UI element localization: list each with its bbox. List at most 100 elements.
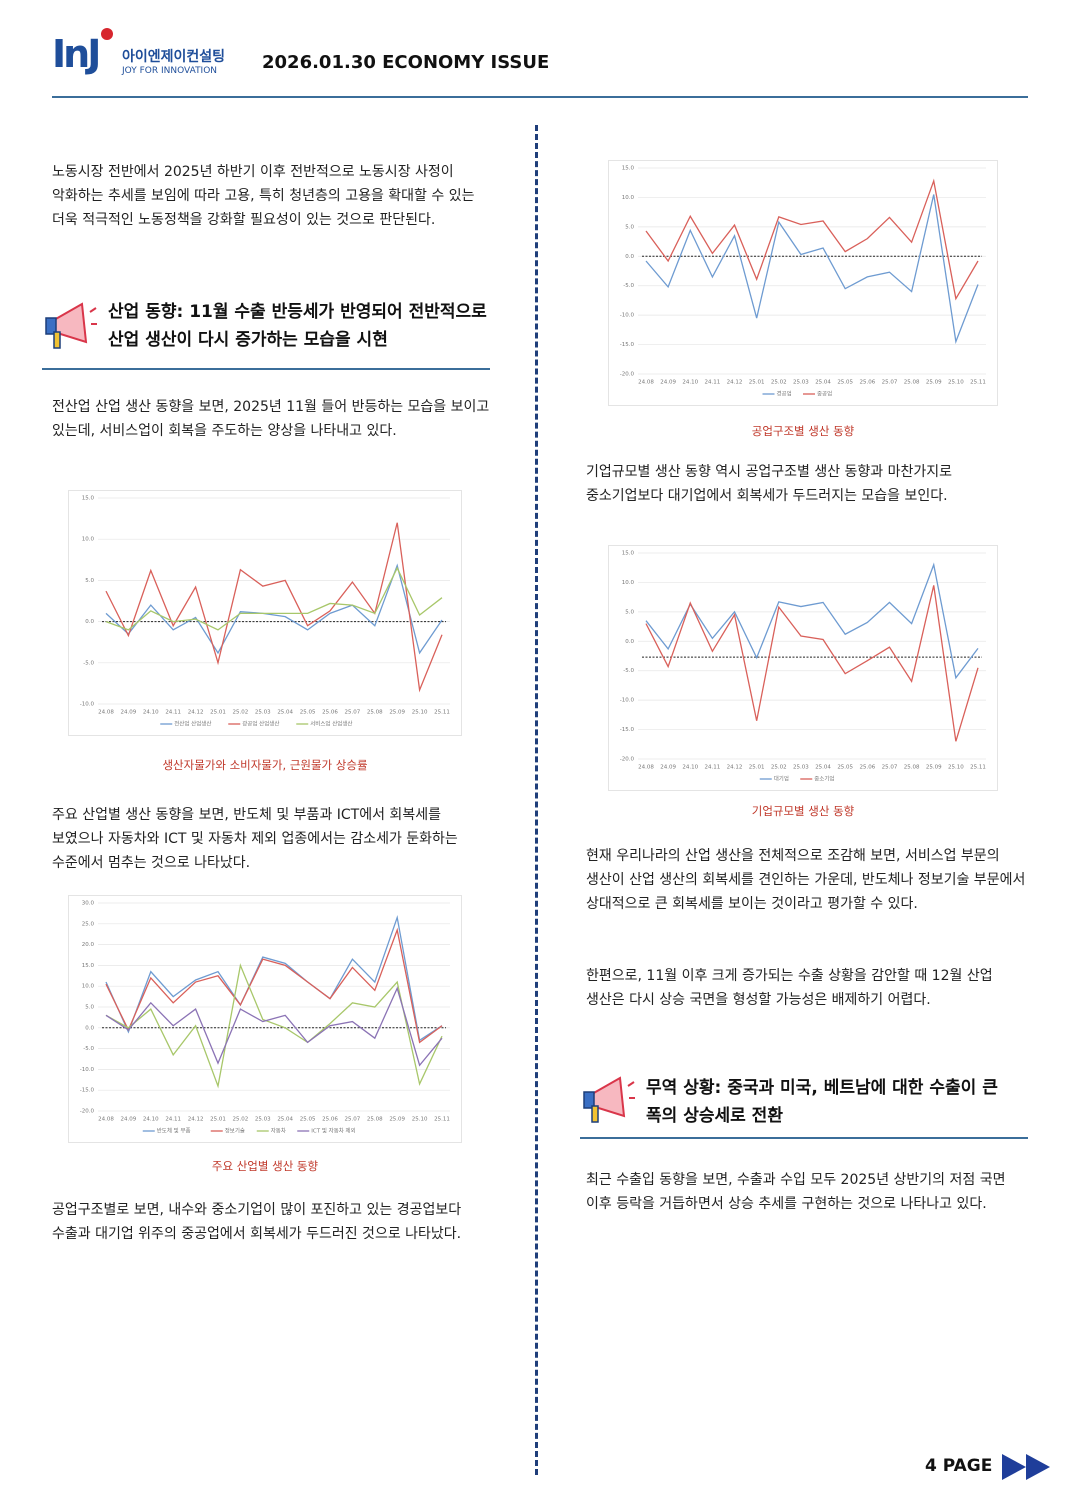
y-tick-label: -15.0 [620,727,635,733]
x-tick-label: 25.11 [434,710,450,716]
paragraph: 주요 산업별 생산 동향을 보면, 반도체 및 부품과 ICT에서 회복세를 보… [52,807,458,871]
y-tick-label: 10.0 [622,195,635,201]
x-tick-label: 25.01 [749,765,765,771]
y-tick-label: 5.0 [625,224,634,230]
header-rule [52,96,1028,98]
paragraph: 전산업 산업 생산 동향을 보면, 2025년 11월 들어 반등하는 모습을 … [52,399,490,439]
series-line [645,562,979,680]
x-tick-label: 24.08 [98,710,114,716]
x-tick-label: 25.10 [948,765,964,771]
series-line [645,178,979,301]
chart-caption: 생산자물가와 소비자물가, 근원물가 상승률 [162,758,368,772]
paragraph: 한편으로, 11월 이후 크게 증가되는 수출 상황을 감안할 때 12월 산업… [586,968,993,1008]
legend-label: 서비스업 산업생산 [310,720,352,728]
legend-label: 경공업 [777,390,792,398]
y-tick-label: 0.0 [85,619,94,625]
x-tick-label: 24.09 [121,710,137,716]
x-tick-label: 24.11 [165,1117,181,1123]
x-tick-label: 25.08 [367,710,383,716]
logo-dot [101,28,113,40]
x-tick-label: 25.04 [815,380,831,386]
y-tick-label: 15.0 [622,551,635,557]
y-tick-label: 10.0 [82,537,95,543]
x-tick-label: 25.04 [277,1117,293,1123]
megaphone-icon [45,302,97,349]
series-line [645,585,979,742]
line-chart: -20.0 -15.0 -10.0 -5.0 0.0 5.0 10.0 15.0 20.0 25.… [68,895,462,1143]
x-tick-label: 24.08 [638,380,654,386]
x-tick-label: 25.10 [412,710,428,716]
chart-caption: 주요 산업별 생산 동향 [211,1159,319,1173]
x-tick-label: 25.06 [322,1117,338,1123]
x-tick-label: 25.11 [434,1117,450,1123]
x-tick-label: 24.10 [143,710,159,716]
x-tick-label: 25.04 [815,765,831,771]
y-tick-label: 10.0 [82,984,95,990]
series-line [105,927,443,1044]
x-tick-label: 24.12 [727,380,743,386]
paragraph: 현재 우리나라의 산업 생산을 전체적으로 조감해 보면, 서비스업 부문의 생… [586,848,1026,912]
y-tick-label: 15.0 [82,963,95,969]
legend-label: ICT 및 자동차 제외 [311,1127,355,1135]
y-tick-label: 30.0 [82,901,95,907]
x-tick-label: 24.12 [188,710,204,716]
x-tick-label: 25.02 [233,710,249,716]
x-tick-label: 25.08 [367,1117,383,1123]
x-tick-label: 25.09 [926,380,942,386]
x-tick-label: 24.11 [705,380,721,386]
series-line [105,566,443,631]
x-tick-label: 25.09 [926,765,942,771]
y-tick-label: -15.0 [620,342,635,348]
x-tick-label: 25.04 [277,710,293,716]
logo: InJ [52,32,101,76]
line-chart: -20.0 -15.0 -10.0 -5.0 0.0 5.0 10.0 15.0 24.08 24… [608,545,998,791]
x-tick-label: 25.02 [771,380,787,386]
x-tick-label: 24.08 [638,765,654,771]
x-tick-label: 24.10 [682,765,698,771]
chart-caption: 기업규모별 생산 동향 [751,804,855,818]
series-line [105,522,443,693]
y-tick-label: 10.0 [622,580,635,586]
x-tick-label: 25.03 [255,710,271,716]
x-tick-label: 25.03 [793,380,809,386]
legend-label: 반도체 및 부품 [157,1127,191,1135]
series-line [105,563,443,655]
x-tick-label: 25.07 [882,380,898,386]
paragraph: 기업규모별 생산 동향 역시 공업구조별 생산 동향과 마찬가지로 중소기업보다… [586,464,953,504]
chart-frame [608,545,998,791]
x-tick-label: 25.06 [322,710,338,716]
x-tick-label: 25.02 [233,1117,249,1123]
paragraph: 노동시장 전반에서 2025년 하반기 이후 전반적으로 노동시장 사정이 악화… [52,164,475,228]
x-tick-label: 25.03 [793,765,809,771]
x-tick-label: 25.06 [859,380,875,386]
y-tick-label: -5.0 [623,283,634,289]
series-line [105,915,443,1042]
legend-label: 전산업 산업생산 [174,720,211,728]
y-tick-label: -5.0 [623,668,634,674]
column-divider [535,125,538,1475]
y-tick-label: -20.0 [80,1109,95,1115]
y-tick-label: 5.0 [85,578,94,584]
series-line [645,194,979,345]
legend-label: 광공업 산업생산 [242,720,279,728]
x-tick-label: 25.05 [300,710,316,716]
slogan: JOY FOR INNOVATION [122,66,218,76]
x-tick-label: 25.05 [300,1117,316,1123]
x-tick-label: 24.10 [143,1117,159,1123]
y-tick-label: -10.0 [620,698,635,704]
x-tick-label: 25.10 [412,1117,428,1123]
x-tick-label: 24.11 [705,765,721,771]
page-number: 4 PAGE [925,1456,993,1476]
x-tick-label: 24.12 [188,1117,204,1123]
y-tick-label: 0.0 [625,254,634,260]
x-tick-label: 25.02 [771,765,787,771]
x-tick-label: 24.10 [682,380,698,386]
x-tick-label: 25.03 [255,1117,271,1123]
line-chart: -10.0 -5.0 0.0 5.0 10.0 15.0 24.08 24.09 24.10 24… [68,490,462,736]
chart-frame [68,895,462,1143]
x-tick-label: 24.09 [121,1117,137,1123]
x-tick-label: 24.09 [660,380,676,386]
legend-label: 중공업 [817,390,832,398]
y-tick-label: 20.0 [82,942,95,948]
